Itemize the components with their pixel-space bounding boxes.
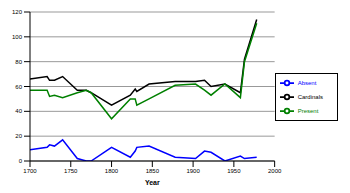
svg-text:1750: 1750 xyxy=(64,168,78,174)
html-text:Cardinals: Cardinals xyxy=(297,93,323,100)
svg-text:1950: 1950 xyxy=(227,168,241,174)
svg-text:120: 120 xyxy=(12,9,23,15)
svg-text:40: 40 xyxy=(15,108,22,114)
svg-text:1700: 1700 xyxy=(23,168,37,174)
svg-text:20: 20 xyxy=(15,133,22,139)
svg-text:1900: 1900 xyxy=(186,168,200,174)
svg-text:60: 60 xyxy=(15,84,22,90)
svg-text:1850: 1850 xyxy=(146,168,160,174)
svg-text:Year: Year xyxy=(145,179,160,185)
svg-text:0: 0 xyxy=(19,158,23,164)
svg-text:2000: 2000 xyxy=(268,168,282,174)
html-text:Absent: Absent xyxy=(297,79,317,86)
svg-text:1800: 1800 xyxy=(105,168,119,174)
html-text:Present: Present xyxy=(297,107,319,114)
svg-text:100: 100 xyxy=(12,34,23,40)
svg-text:80: 80 xyxy=(15,59,22,65)
